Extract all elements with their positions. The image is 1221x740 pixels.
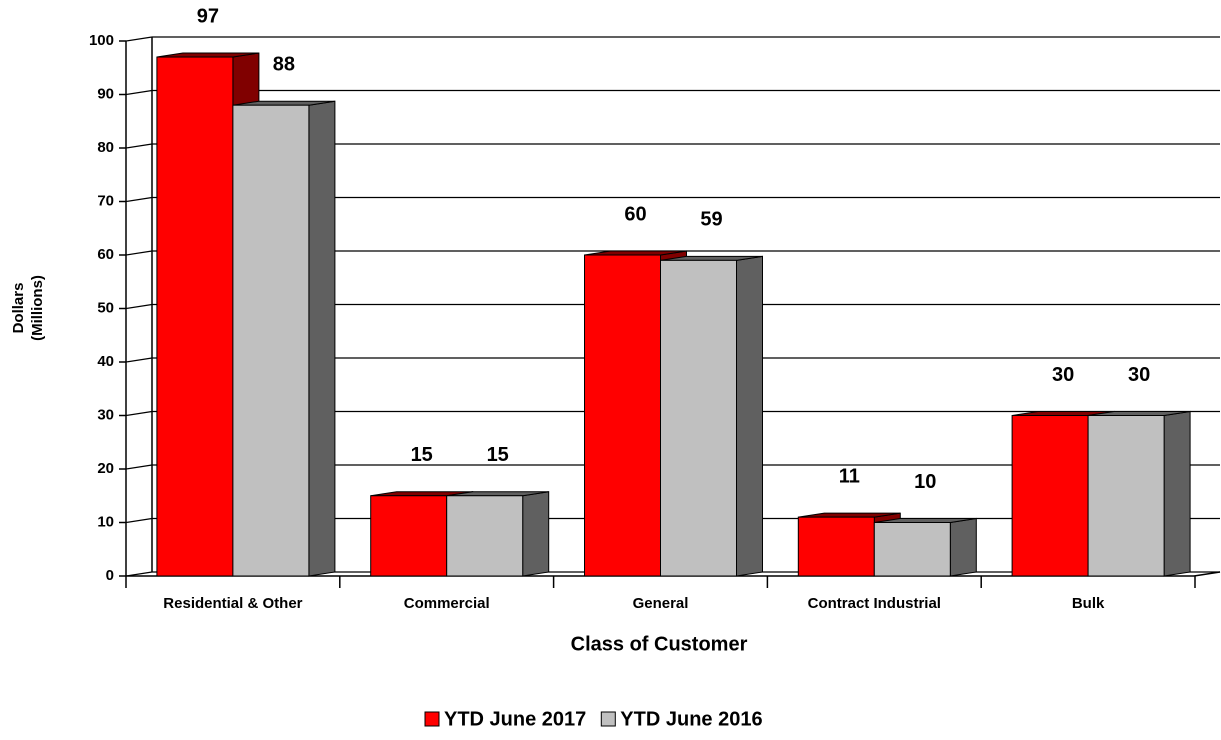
legend-swatch bbox=[424, 711, 440, 727]
legend-label: YTD June 2016 bbox=[620, 708, 762, 730]
y-tick-label: 10 bbox=[97, 513, 114, 530]
y-axis-title: Dollars (Millions) bbox=[10, 275, 46, 341]
y-tick-label: 0 bbox=[106, 567, 114, 584]
bar bbox=[1011, 415, 1089, 577]
data-label: 59 bbox=[700, 209, 722, 231]
bar bbox=[232, 104, 310, 577]
x-tick-label: General bbox=[633, 595, 689, 612]
grid-line bbox=[125, 36, 153, 42]
bar bbox=[797, 516, 875, 577]
y-tick-label: 60 bbox=[97, 246, 114, 263]
data-label: 30 bbox=[1052, 364, 1074, 386]
y-tick-label: 30 bbox=[97, 406, 114, 423]
floor-right bbox=[1193, 571, 1221, 577]
data-label: 97 bbox=[197, 5, 219, 27]
y-axis-title-line: Dollars bbox=[10, 283, 27, 334]
y-tick-label: 40 bbox=[97, 353, 114, 370]
bar-side bbox=[522, 491, 550, 577]
bar-side bbox=[736, 255, 763, 577]
data-label: 15 bbox=[487, 444, 509, 466]
y-axis-title-line: (Millions) bbox=[29, 275, 46, 341]
bar bbox=[660, 259, 737, 577]
grid-line bbox=[125, 89, 153, 96]
data-label: 30 bbox=[1128, 364, 1150, 386]
bar bbox=[584, 254, 661, 577]
grid-line bbox=[125, 357, 153, 363]
y-tick-label: 70 bbox=[97, 192, 114, 209]
grid-line bbox=[125, 303, 153, 310]
y-tick-label: 100 bbox=[89, 32, 114, 49]
bar-side bbox=[1163, 410, 1191, 577]
y-tick-label: 20 bbox=[97, 460, 114, 477]
data-label: 10 bbox=[914, 471, 936, 493]
grid-line bbox=[125, 410, 153, 417]
x-tick-label: Residential & Other bbox=[163, 595, 302, 612]
bar bbox=[156, 56, 234, 577]
data-label: 15 bbox=[411, 444, 433, 466]
legend-swatch bbox=[600, 711, 616, 727]
y-tick-label: 90 bbox=[97, 85, 114, 102]
bar bbox=[446, 495, 524, 577]
grid-line bbox=[125, 517, 153, 524]
bar-side bbox=[949, 517, 977, 577]
grid-line bbox=[125, 464, 153, 470]
bar bbox=[873, 522, 951, 577]
data-label: 60 bbox=[624, 203, 646, 225]
grid-line bbox=[125, 196, 153, 203]
y-tick-label: 50 bbox=[97, 299, 114, 316]
grid-line bbox=[125, 143, 153, 149]
data-label: 88 bbox=[273, 53, 295, 75]
x-axis-title: Class of Customer bbox=[571, 633, 748, 655]
x-tick-label: Commercial bbox=[404, 595, 490, 612]
grid-line bbox=[125, 250, 153, 256]
data-label: 11 bbox=[839, 465, 860, 487]
bar-side bbox=[308, 100, 336, 577]
legend-label: YTD June 2017 bbox=[444, 708, 586, 730]
bar bbox=[1087, 415, 1165, 577]
bar bbox=[370, 495, 448, 577]
x-tick-label: Contract Industrial bbox=[808, 595, 941, 612]
y-tick-label: 80 bbox=[97, 139, 114, 156]
x-tick-label: Bulk bbox=[1072, 595, 1105, 612]
